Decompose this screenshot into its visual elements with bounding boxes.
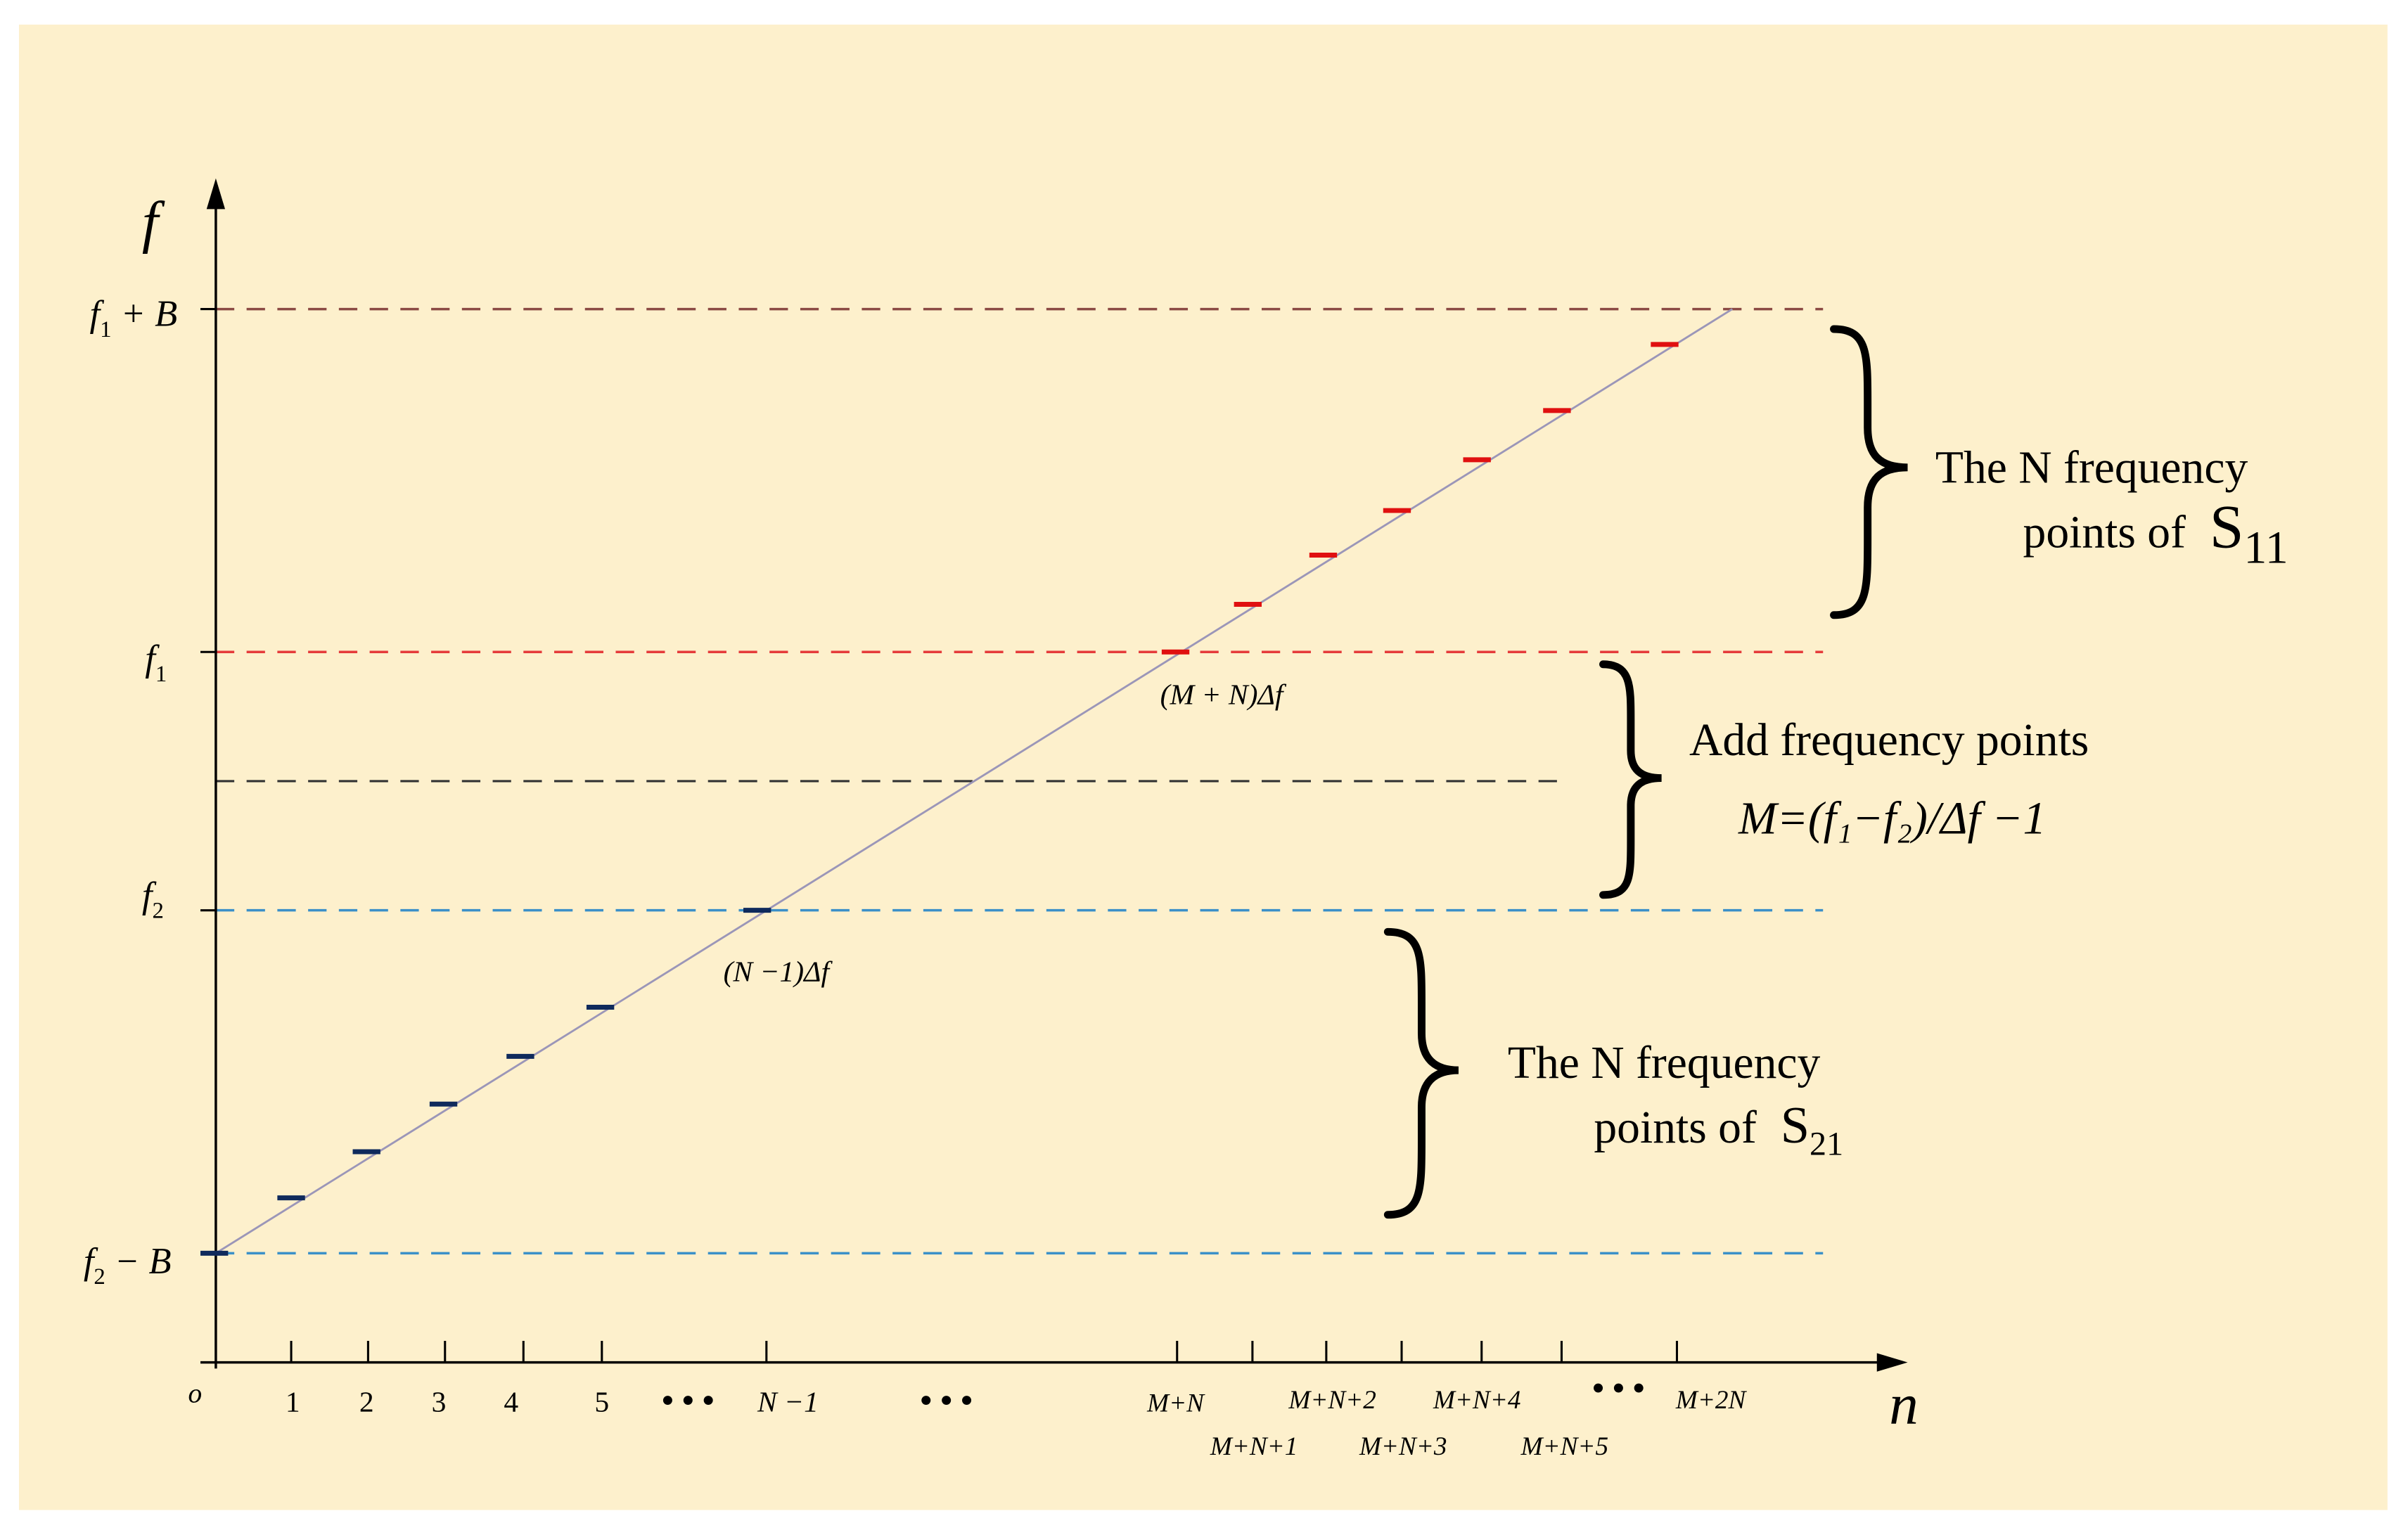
x-tick-label: N −1	[757, 1386, 819, 1418]
s11-frequency-marks	[1161, 342, 1679, 655]
x-tick-labels-row2: M+N+1 M+N+3 M+N+5	[1210, 1432, 1608, 1461]
x-tick-label: 3	[432, 1386, 447, 1418]
x-tick-label: 1	[286, 1386, 300, 1418]
added-points-formula: M=(f₁−f₂)/Δf −1	[1738, 793, 2046, 844]
x-tick-label: M+N+2	[1288, 1386, 1376, 1415]
x-tick-label: M+2N	[1675, 1386, 1748, 1415]
ellipsis-2: • • •	[920, 1382, 973, 1420]
s21-label-line2: points of S21	[1594, 1097, 1843, 1162]
ellipsis-1: • • •	[662, 1382, 715, 1420]
s21-label-line1: The N frequency	[1508, 1038, 1821, 1088]
x-tick-label: M+N+5	[1520, 1432, 1608, 1461]
x-tick-label: M+N	[1146, 1389, 1205, 1418]
x-tick-label: M+N+4	[1433, 1386, 1520, 1415]
ellipsis-3: • • •	[1592, 1370, 1645, 1407]
x-tick-labels-row1: 1 2 3 4 5 N −1 M+N M+N+2 M+N+4 M+2N	[286, 1386, 1748, 1418]
y-tick-f1-plus-b: f1 + B	[90, 294, 178, 342]
x-tick-label: M+N+3	[1359, 1432, 1447, 1461]
x-tick-label: M+N+1	[1210, 1432, 1298, 1461]
background-panel	[18, 24, 2388, 1510]
s11-label-line2: points of S11	[2023, 493, 2288, 574]
added-points-brace	[1599, 660, 1662, 899]
lower-point-annotation: (N −1)Δf	[724, 955, 833, 988]
x-axis-label: n	[1889, 1372, 1919, 1436]
upper-point-annotation: (M + N)Δf	[1160, 679, 1287, 712]
x-axis-arrow-icon	[1876, 1353, 1908, 1372]
y-axis-arrow-icon	[206, 178, 226, 210]
s11-label-line1: The N frequency	[1935, 443, 2248, 494]
frequency-sweep-line	[215, 308, 1733, 1254]
x-tick-label: 4	[504, 1386, 518, 1418]
x-tick-label: 5	[594, 1386, 609, 1418]
origin-label: o	[188, 1377, 203, 1408]
s21-brace	[1383, 927, 1459, 1219]
x-axis-ticks	[290, 1341, 1679, 1363]
added-points-label: Add frequency points	[1689, 715, 2089, 766]
y-tick-f2-minus-b: f2 − B	[84, 1241, 172, 1290]
x-tick-label: 2	[359, 1386, 374, 1418]
s11-brace	[1830, 325, 1908, 619]
s21-frequency-marks	[200, 908, 771, 1256]
